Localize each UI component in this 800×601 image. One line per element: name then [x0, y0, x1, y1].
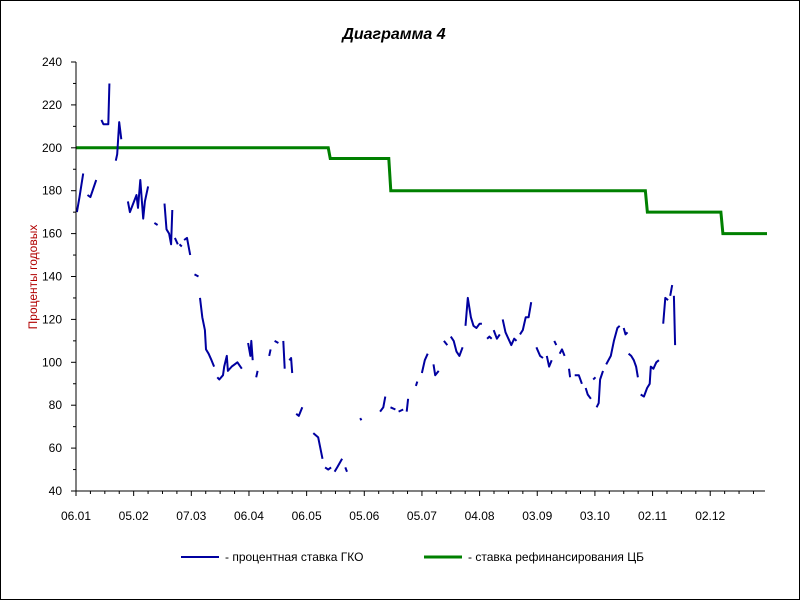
series-line-gko-segment [114, 121, 123, 161]
series-line-gko-segment [324, 466, 332, 471]
series-line-gko-segment [126, 179, 150, 220]
x-tick-label: 06.01 [61, 509, 91, 523]
y-tick-label: 120 [42, 312, 62, 326]
x-tick-label: 02.11 [638, 509, 667, 523]
series-line-gko-segment [545, 355, 553, 368]
x-tick-label: 04.08 [465, 509, 495, 523]
x-tick-label: 03.10 [580, 509, 610, 523]
series-line-gko-segment [605, 325, 621, 365]
x-tick-label: 05.02 [119, 509, 149, 523]
series-line-gko-segment [535, 346, 544, 359]
series-line-gko-segment [268, 349, 272, 357]
series-line-gko-segment [216, 354, 243, 381]
y-tick-label: 240 [42, 55, 62, 69]
series-line-gko-segment [398, 408, 404, 413]
y-axis-label: Проценты годовых [26, 225, 40, 330]
series-line-gko-segment [274, 340, 279, 344]
x-tick-label: 06.05 [292, 509, 322, 523]
series-line-gko-segment [595, 370, 604, 408]
series-line-gko-segment [574, 374, 583, 385]
series-line-gko-segment [282, 340, 286, 369]
series-line-gko-segment [173, 237, 179, 245]
series-line-cb-rate [76, 146, 767, 236]
series-line-gko-segment [153, 222, 159, 226]
series-line-gko-segment [312, 432, 324, 459]
series-line-gko-segment [672, 295, 677, 346]
series-line-gko-segment [247, 339, 254, 361]
y-tick-label: 220 [42, 98, 62, 112]
x-tick-label: 07.03 [176, 509, 206, 523]
legend-label-gko: - процентная ставка ГКО [225, 550, 363, 564]
y-tick-label: 180 [42, 184, 62, 198]
series-line-gko-segment [662, 296, 669, 324]
plot-area [75, 83, 767, 473]
series-line-gko-segment [100, 83, 111, 126]
series-line-gko-segment [432, 364, 440, 377]
series-line-gko-segment [344, 467, 348, 473]
series-line-gko-segment [255, 370, 259, 378]
series-line-gko-segment [449, 336, 464, 357]
series-line-gko-segment [295, 406, 304, 417]
series-line-gko-segment [390, 406, 396, 411]
x-tick-label: 03.09 [522, 509, 552, 523]
series-line-gko-segment [501, 319, 518, 347]
series-line-gko-segment [443, 340, 449, 346]
y-tick-label: 80 [49, 398, 63, 412]
series-line-gko-segment [183, 236, 192, 256]
legend: - процентная ставка ГКО - ставка рефинан… [181, 550, 644, 564]
chart-title: Диаграмма 4 [340, 26, 445, 43]
series-line-gko-segment [622, 327, 629, 336]
series-line-gko-segment [414, 381, 419, 387]
series-line-gko-segment [640, 359, 660, 398]
series-line-gko-segment [359, 417, 363, 421]
y-tick-label: 160 [42, 227, 62, 241]
series-line-gko-segment [669, 284, 674, 296]
series-line-gko-segment [519, 302, 533, 335]
series-line-gko-segment [288, 357, 294, 374]
series-line-gko-segment [568, 368, 572, 378]
series-line-gko-segment [379, 396, 387, 413]
y-tick-label: 100 [42, 355, 62, 369]
x-tick-label: 02.12 [695, 509, 725, 523]
series-line-gko-segment [553, 340, 558, 346]
y-tick-label: 200 [42, 141, 62, 155]
series-line-gko-segment [405, 398, 410, 412]
series-line-gko-segment [486, 335, 493, 340]
y-tick-label: 140 [42, 270, 62, 284]
legend-label-cb: - ставка рефинансирования ЦБ [468, 550, 644, 564]
series-line-gko-segment [178, 243, 183, 248]
x-tick-label: 05.06 [349, 509, 379, 523]
series-line-gko-segment [592, 376, 597, 381]
series-line-gko-segment [163, 203, 174, 246]
y-tick-label: 40 [49, 484, 63, 498]
axis-ticks: 40 60 80 100 120 140 160 180 200 220 240 06.01 05.02… [42, 55, 754, 523]
x-tick-label: 06.04 [234, 509, 264, 523]
series-line-gko-segment [464, 296, 482, 329]
y-tick-label: 60 [49, 441, 63, 455]
series-line-gko-segment [75, 173, 85, 213]
x-tick-label: 05.07 [407, 509, 437, 523]
series-line-gko-segment [86, 179, 98, 199]
series-line-gko-segment [420, 353, 429, 374]
series-line-gko-segment [492, 329, 501, 340]
series-line-gko-segment [194, 273, 199, 278]
series-line-gko-segment [627, 352, 639, 378]
series-line-gko-segment [199, 297, 216, 367]
series-line-gko-segment [584, 387, 592, 400]
series-line-gko-segment [558, 348, 566, 357]
series-line-gko-segment [333, 458, 343, 473]
